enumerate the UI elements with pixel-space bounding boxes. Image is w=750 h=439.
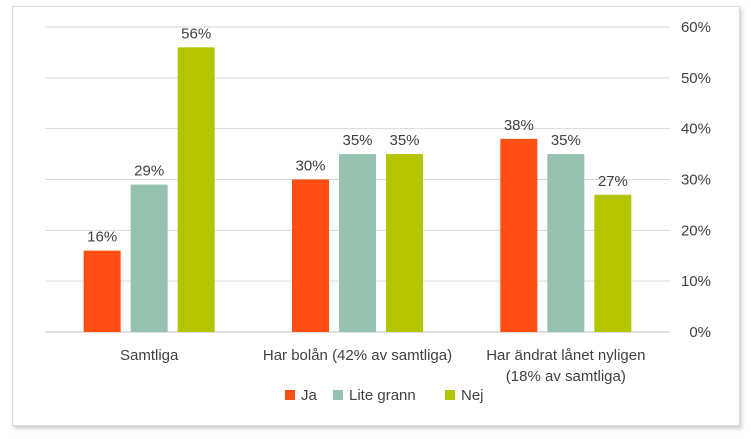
x-tick-label: (18% av samtliga) — [506, 368, 626, 385]
y-tick-label: 50% — [681, 70, 711, 87]
legend-label: Lite grann — [349, 387, 416, 404]
bar — [83, 250, 121, 332]
data-label: 29% — [134, 163, 164, 180]
data-label: 56% — [181, 25, 211, 42]
data-label: 27% — [598, 173, 628, 190]
y-tick-label: 60% — [681, 19, 711, 36]
y-tick-label: 20% — [681, 222, 711, 239]
bar — [292, 179, 329, 332]
legend-swatch — [285, 390, 295, 400]
data-label: 38% — [504, 117, 534, 134]
legend-label: Nej — [461, 387, 484, 404]
legend-swatch — [333, 390, 343, 400]
bar — [339, 154, 376, 332]
x-tick-label: Har ändrat lånet nyligen — [486, 347, 645, 364]
x-tick-label: Har bolån (42% av samtliga) — [263, 347, 452, 364]
legend-swatch — [445, 390, 455, 400]
y-tick-label: 0% — [689, 324, 711, 341]
bar — [177, 47, 215, 332]
y-tick-label: 30% — [681, 172, 711, 189]
y-tick-label: 10% — [681, 273, 711, 290]
bar — [594, 194, 632, 332]
bar — [130, 184, 168, 332]
bar — [386, 154, 423, 332]
legend-label: Ja — [301, 387, 318, 404]
x-tick-label: Samtliga — [120, 347, 179, 364]
bar — [500, 138, 538, 332]
bar — [547, 154, 585, 332]
data-label: 16% — [87, 229, 117, 246]
data-label: 35% — [551, 132, 581, 149]
y-tick-label: 40% — [681, 121, 711, 138]
data-label: 35% — [389, 132, 419, 149]
data-label: 30% — [295, 158, 325, 175]
data-label: 35% — [342, 132, 372, 149]
